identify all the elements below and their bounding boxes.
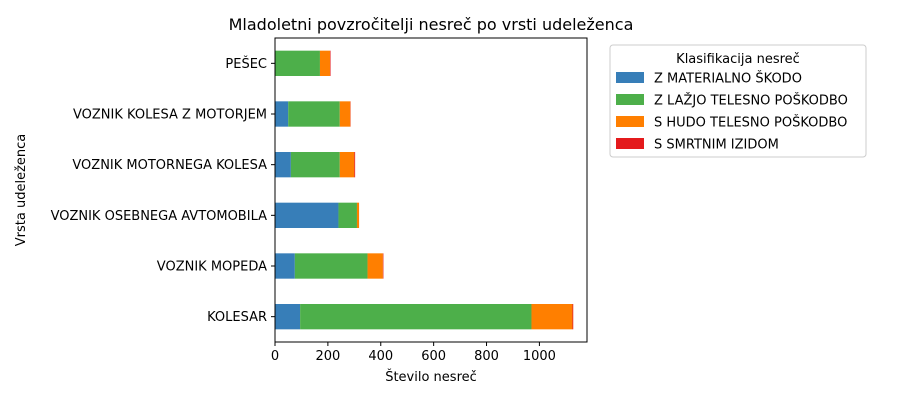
- bar-segment: [300, 304, 532, 330]
- y-tick-label: KOLESAR: [207, 310, 267, 325]
- y-tick-label: VOZNIK MOPEDA: [157, 260, 267, 275]
- bar-segment: [382, 253, 384, 279]
- bar-segment: [290, 152, 340, 178]
- legend-title: Klasifikacija nesreč: [676, 52, 800, 67]
- legend-swatch: [616, 138, 644, 149]
- bar-segment: [275, 152, 291, 178]
- bar-segment: [319, 50, 330, 76]
- y-tick-label: VOZNIK OSEBNEGA AVTOMOBILA: [51, 209, 268, 224]
- y-axis-label: Vrsta udeleženca: [14, 134, 29, 246]
- legend-swatch: [616, 94, 644, 105]
- bar-segment: [572, 304, 574, 330]
- legend-box: [609, 44, 867, 158]
- bar-segment: [339, 152, 355, 178]
- legend-label: S SMRTNIM IZIDOM: [654, 138, 779, 153]
- legend-swatch: [616, 116, 644, 127]
- bar-segment: [275, 304, 301, 330]
- legend-items: Z MATERIALNO ŠKODO Z LAŽJO TELESNO POŠKOD…: [616, 71, 848, 153]
- bars-group: [275, 50, 574, 330]
- chart-title: Mladoletni povzročitelji nesreč po vrsti…: [229, 15, 634, 34]
- x-tick-label: 0: [271, 349, 279, 364]
- bar-segment: [329, 50, 331, 76]
- x-tick-label: 400: [368, 349, 393, 364]
- x-tick-label: 200: [315, 349, 340, 364]
- x-axis: 0 200 400 600 800 1000: [271, 342, 556, 364]
- bar-segment: [338, 202, 357, 228]
- bar-segment: [275, 253, 295, 279]
- x-tick-label: 600: [421, 349, 446, 364]
- bar-segment: [275, 202, 339, 228]
- bar-segment: [275, 50, 320, 76]
- bar-segment: [339, 101, 351, 127]
- bar-segment: [367, 253, 383, 279]
- bar-segment: [288, 101, 340, 127]
- bar-segment: [275, 101, 289, 127]
- y-tick-label: VOZNIK KOLESA Z MOTORJEM: [73, 108, 267, 123]
- x-tick-label: 800: [474, 349, 499, 364]
- legend: Klasifikacija nesreč Z MATERIALNO ŠKODOZ…: [609, 44, 867, 158]
- legend-label: S HUDO TELESNO POŠKODBO: [654, 115, 847, 131]
- legend-swatch: [616, 72, 644, 83]
- bar-segment: [354, 152, 356, 178]
- x-axis-label: Število nesreč: [385, 369, 477, 385]
- x-tick-label: 1000: [523, 349, 556, 364]
- bar-segment: [294, 253, 368, 279]
- bar-segment: [356, 202, 360, 228]
- y-tick-label: PEŠEC: [225, 56, 267, 72]
- legend-label: Z LAŽJO TELESNO POŠKODBO: [654, 93, 848, 109]
- plot-frame: [274, 37, 588, 343]
- y-axis: PEŠEC VOZNIK KOLESA Z MOTORJEM VOZNIK MOTO…: [51, 56, 275, 325]
- bar-segment: [531, 304, 573, 330]
- y-tick-label: VOZNIK MOTORNEGA KOLESA: [72, 158, 267, 173]
- legend-label: Z MATERIALNO ŠKODO: [654, 71, 802, 87]
